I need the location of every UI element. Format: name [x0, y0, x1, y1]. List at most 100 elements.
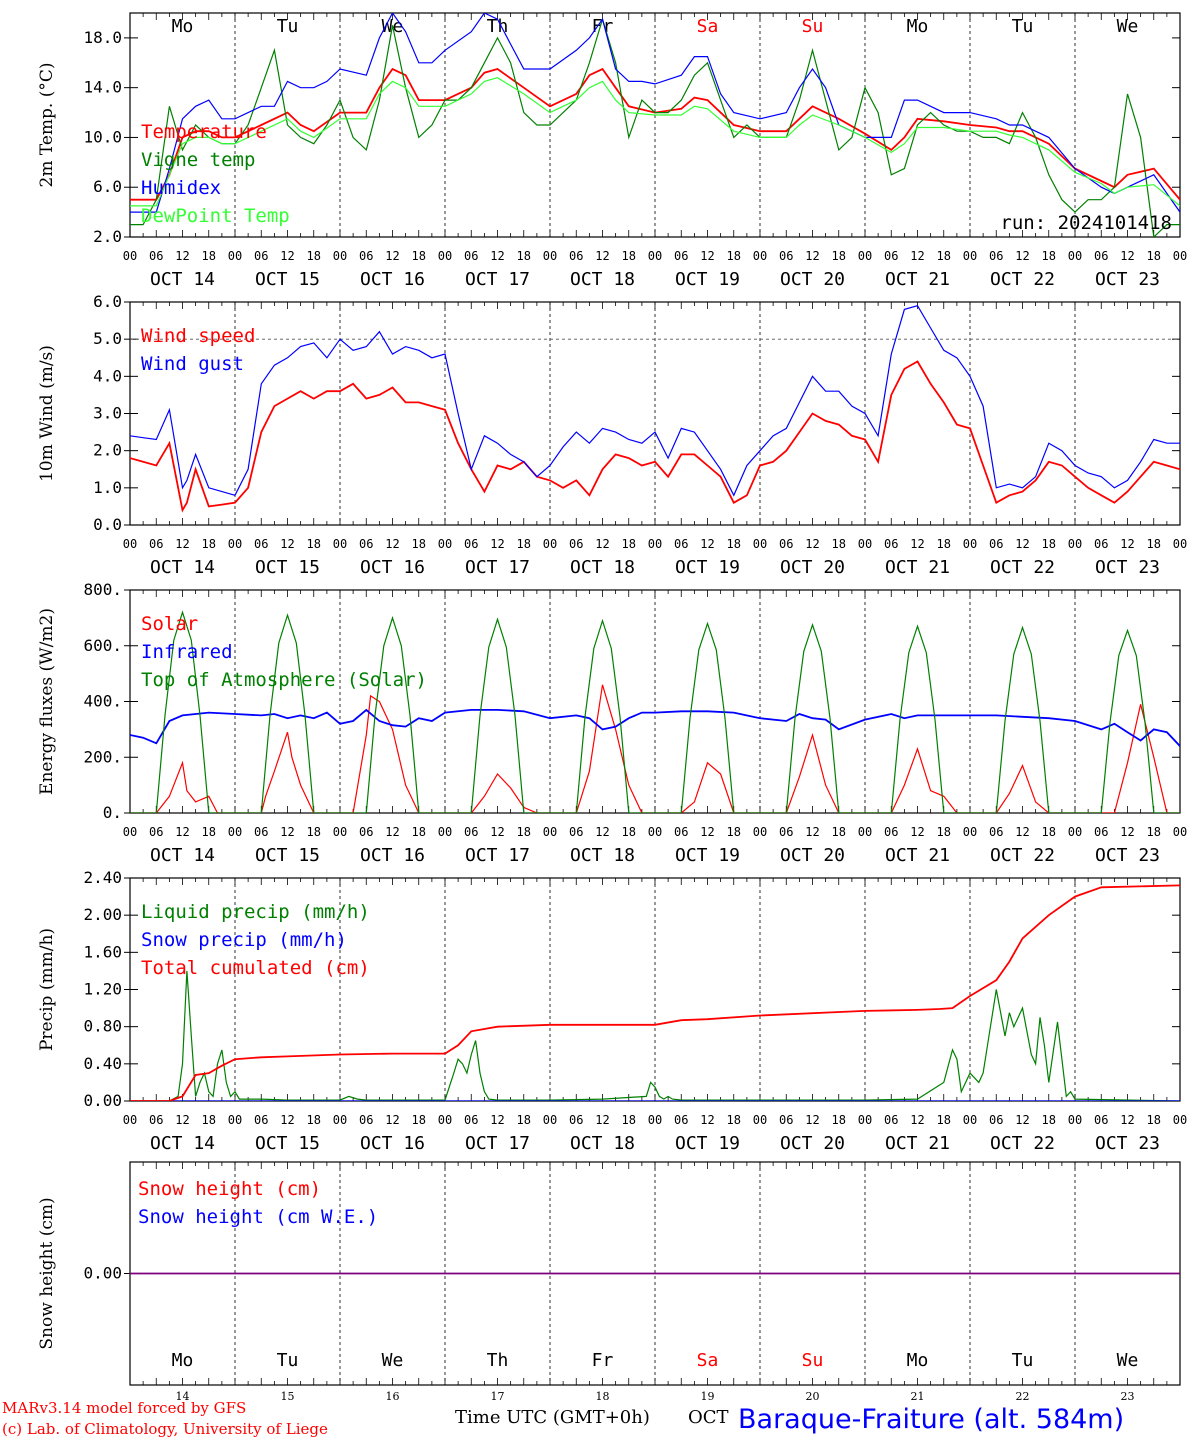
hour-label: 06	[569, 537, 583, 551]
hour-label: 18	[202, 249, 216, 263]
hour-label: 12	[490, 537, 504, 551]
hour-label: 12	[490, 825, 504, 839]
day-name-label: Fr	[592, 16, 614, 37]
hour-label: 18	[727, 825, 741, 839]
hour-label: 18	[1147, 249, 1161, 263]
hour-label: 00	[543, 537, 557, 551]
hour-label: 18	[622, 1113, 636, 1127]
hour-label: 06	[149, 1113, 163, 1127]
hour-label: 06	[464, 249, 478, 263]
y-tick-label: 2.0	[93, 441, 122, 460]
hour-label: 18	[1042, 1113, 1056, 1127]
hour-label: 18	[937, 825, 951, 839]
date-label: OCT 21	[885, 1133, 950, 1154]
hour-label: 12	[595, 249, 609, 263]
hour-label: 00	[438, 537, 452, 551]
chart-panel-4: 0.00 0.40 0.80 1.20 1.60 2.00 2.40 Precip (mm/h…	[37, 868, 1187, 1154]
y-tick-label: 4.0	[93, 366, 122, 385]
day-name-label: Sa	[697, 1350, 719, 1371]
hour-label: 06	[359, 1113, 373, 1127]
hour-label: 06	[1094, 825, 1108, 839]
hour-label: 00	[438, 1113, 452, 1127]
hour-label: 06	[884, 825, 898, 839]
date-label: OCT 19	[675, 557, 740, 578]
hour-label: 18	[622, 537, 636, 551]
hour-label: 00	[228, 249, 242, 263]
y-axis-label: Energy fluxes (W/m2)	[37, 608, 57, 795]
date-label: OCT 15	[255, 557, 320, 578]
legend-entry: Top of Atmosphere (Solar)	[141, 669, 427, 691]
day-date-label: 18	[596, 1390, 610, 1403]
y-tick-label: 2.00	[83, 905, 122, 924]
hour-label: 18	[307, 537, 321, 551]
hour-label: 18	[1147, 537, 1161, 551]
hour-label: 12	[1120, 537, 1134, 551]
date-label: OCT 23	[1095, 557, 1160, 578]
y-tick-label: 1.0	[93, 478, 122, 497]
date-label: OCT 23	[1095, 845, 1160, 866]
hour-label: 06	[254, 537, 268, 551]
date-label: OCT 19	[675, 845, 740, 866]
legend-entry: Liquid precip (mm/h)	[141, 901, 370, 923]
hour-label: 00	[1173, 249, 1187, 263]
date-label: OCT 14	[150, 557, 215, 578]
y-tick-label: 10.0	[83, 127, 122, 146]
date-label: OCT 18	[570, 845, 635, 866]
date-label: OCT 21	[885, 845, 950, 866]
hour-label: 18	[727, 249, 741, 263]
hour-label: 12	[595, 825, 609, 839]
y-axis-label: Precip (mm/h)	[37, 928, 57, 1051]
chart-panel-3: 0. 200. 400. 600. 800. Energy fluxes (W/m2) 00…	[37, 580, 1187, 866]
day-date-label: 16	[386, 1390, 400, 1403]
hour-label: 12	[385, 1113, 399, 1127]
hour-label: 00	[753, 825, 767, 839]
date-label: OCT 18	[570, 557, 635, 578]
hour-label: 06	[779, 1113, 793, 1127]
hour-label: 12	[1120, 1113, 1134, 1127]
hour-label: 06	[884, 537, 898, 551]
hour-label: 06	[569, 825, 583, 839]
legend-entry: Snow height (cm)	[138, 1178, 321, 1200]
y-tick-label: 1.20	[83, 980, 122, 999]
hour-label: 00	[333, 825, 347, 839]
day-name-label: Mo	[172, 1350, 194, 1371]
hour-label: 06	[464, 1113, 478, 1127]
legend-entry: Snow precip (mm/h)	[141, 929, 347, 951]
day-date-label: 20	[806, 1390, 820, 1403]
series-line	[130, 360, 1180, 513]
hour-label: 00	[438, 825, 452, 839]
hour-label: 12	[385, 825, 399, 839]
y-tick-label: 1.60	[83, 942, 122, 961]
date-label: OCT 17	[465, 557, 530, 578]
hour-label: 06	[1094, 1113, 1108, 1127]
hour-label: 06	[779, 825, 793, 839]
hour-label: 00	[648, 249, 662, 263]
hour-label: 18	[832, 249, 846, 263]
hour-label: 12	[595, 1113, 609, 1127]
y-tick-label: 6.0	[93, 292, 122, 311]
hour-label: 06	[989, 249, 1003, 263]
hour-label: 12	[700, 537, 714, 551]
hour-label: 00	[1068, 1113, 1082, 1127]
series-line	[130, 77, 1180, 207]
date-label: OCT 18	[570, 269, 635, 290]
hour-label: 06	[149, 825, 163, 839]
hour-label: 12	[280, 1113, 294, 1127]
hour-label: 00	[753, 1113, 767, 1127]
hour-label: 06	[254, 825, 268, 839]
hour-label: 12	[175, 537, 189, 551]
date-label: OCT 20	[780, 1133, 845, 1154]
day-name-label: Fr	[592, 1350, 614, 1371]
hour-label: 00	[648, 537, 662, 551]
hour-label: 12	[175, 825, 189, 839]
y-tick-label: 200.	[83, 747, 122, 766]
day-name-label: We	[382, 1350, 404, 1371]
hour-label: 12	[700, 249, 714, 263]
date-label: OCT 19	[675, 1133, 740, 1154]
hour-label: 00	[228, 537, 242, 551]
day-name-label: Tu	[1012, 16, 1034, 37]
y-tick-label: 14.0	[83, 78, 122, 97]
hour-label: 12	[175, 1113, 189, 1127]
hour-label: 06	[674, 537, 688, 551]
date-label: OCT 14	[150, 269, 215, 290]
